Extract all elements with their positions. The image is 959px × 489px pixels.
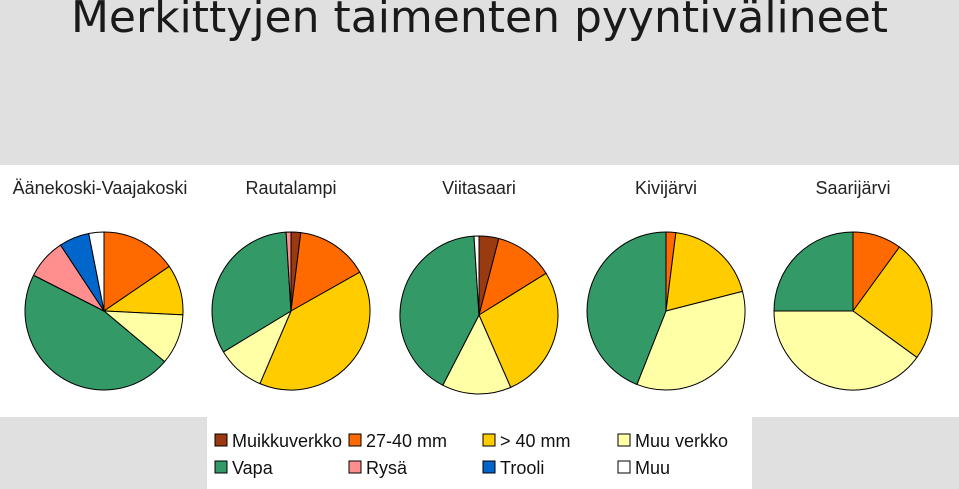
pie-kivijärvi: Kivijärvi: [586, 178, 746, 391]
slice-kivijärvi-vapa: [586, 231, 667, 386]
legend-swatch: [348, 433, 362, 447]
slice-viitasaari-40-mm: [478, 272, 559, 389]
pie-title: Viitasaari: [442, 178, 516, 198]
legend-label: Trooli: [500, 458, 544, 478]
slice-viitasaari-vapa: [399, 235, 480, 386]
slice-rautalampi-40-mm: [259, 271, 371, 391]
pie-charts: Äänekoski-Vaajakoski Rautalampi Viitasaari…: [13, 178, 933, 395]
legend-label: Rysä: [366, 458, 408, 478]
slice-viitasaari-27-40-mm: [478, 237, 547, 317]
pie-title: Äänekoski-Vaajakoski: [13, 178, 188, 198]
legend-label: Muu verkko: [635, 431, 728, 451]
pie-viitasaari: Viitasaari: [399, 178, 559, 395]
slice-rautalampi-27-40-mm: [290, 232, 361, 312]
legend-item-muu-verkko: Muu verkko: [617, 431, 728, 451]
pie-title: Saarijärvi: [815, 178, 890, 198]
legend-items: Muikkuverkko 27-40 mm > 40 mm Muu verkko Vap…: [214, 431, 728, 478]
slice-viitasaari-muu-verkko: [442, 313, 512, 395]
legend-label: Muu: [635, 458, 670, 478]
slice-kivijärvi-muu-verkko: [636, 290, 746, 391]
pie-äänekoski-vaajakoski: Äänekoski-Vaajakoski: [13, 178, 188, 391]
legend: Muikkuverkko 27-40 mm > 40 mm Muu verkko Vap…: [207, 417, 752, 489]
legend-label: 27-40 mm: [366, 431, 447, 451]
legend-item-muu: Muu: [617, 458, 670, 478]
legend-swatch: [482, 460, 496, 474]
slice-äänekoski-vaajakoski-27-40-mm: [103, 231, 170, 312]
chart-area: Äänekoski-Vaajakoski Rautalampi Viitasaari…: [0, 165, 959, 417]
legend-swatch: [348, 460, 362, 474]
legend-swatch: [214, 460, 228, 474]
legend-item-40-mm: > 40 mm: [482, 431, 571, 451]
slice-äänekoski-vaajakoski-vapa: [24, 274, 166, 391]
pie-title: Kivijärvi: [635, 178, 697, 198]
legend-item-muikkuverkko: Muikkuverkko: [214, 431, 342, 451]
pie-rautalampi: Rautalampi: [211, 178, 371, 391]
page-title: Merkittyjen taimenten pyyntivälineet: [70, 0, 889, 43]
legend-item-trooli: Trooli: [482, 458, 544, 478]
slice-äänekoski-vaajakoski-muu: [88, 231, 105, 312]
legend-label: Muikkuverkko: [232, 431, 342, 451]
slice-kivijärvi-40-mm: [665, 232, 744, 312]
slice-saarijärvi-muu-verkko: [773, 310, 918, 391]
pie-saarijärvi: Saarijärvi: [773, 178, 933, 391]
pie-title: Rautalampi: [245, 178, 336, 198]
legend-label: > 40 mm: [500, 431, 571, 451]
legend-item-27-40-mm: 27-40 mm: [348, 431, 447, 451]
legend-item-rysä: Rysä: [348, 458, 408, 478]
legend-swatch: [482, 433, 496, 447]
slice-rautalampi-vapa: [211, 231, 292, 353]
slice-rautalampi-rysä: [285, 231, 292, 312]
legend-swatch: [617, 460, 631, 474]
legend-swatch: [214, 433, 228, 447]
legend-label: Vapa: [232, 458, 274, 478]
legend-swatch: [617, 433, 631, 447]
slice-saarijärvi-vapa: [773, 231, 854, 312]
slice-viitasaari-muu: [473, 235, 480, 316]
legend-item-vapa: Vapa: [214, 458, 274, 478]
slice-saarijärvi-40-mm: [852, 246, 933, 359]
